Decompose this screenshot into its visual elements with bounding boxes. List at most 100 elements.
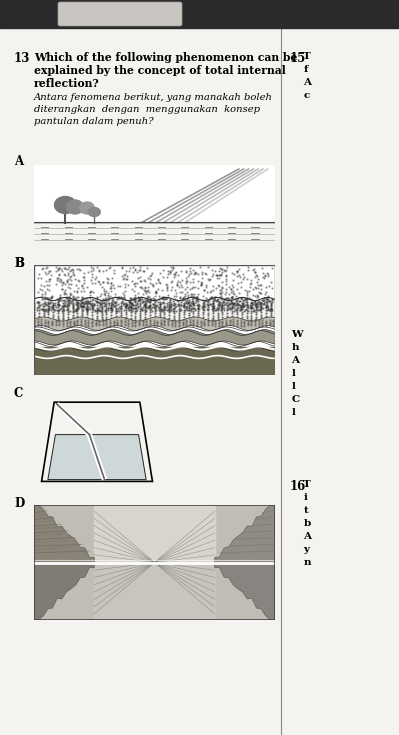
Point: [168, 264, 175, 276]
Point: [136, 264, 142, 276]
Point: [150, 295, 157, 306]
Point: [135, 294, 141, 306]
Point: [176, 302, 183, 314]
Point: [72, 304, 78, 316]
Point: [128, 305, 135, 317]
Point: [39, 284, 45, 295]
Point: [58, 263, 65, 275]
Point: [126, 300, 132, 312]
Point: [199, 266, 205, 278]
Point: [139, 265, 146, 277]
Point: [239, 293, 245, 305]
Point: [167, 268, 173, 279]
Point: [205, 315, 211, 326]
Point: [61, 288, 67, 300]
Point: [154, 320, 160, 332]
Point: [201, 315, 207, 326]
Point: [186, 306, 192, 318]
Point: [88, 262, 95, 273]
Point: [194, 319, 200, 331]
Point: [127, 320, 134, 331]
Point: [42, 266, 48, 278]
Point: [168, 314, 175, 326]
Point: [140, 265, 147, 276]
Point: [122, 304, 129, 315]
Point: [158, 304, 165, 316]
Point: [265, 268, 271, 279]
Point: [65, 313, 71, 325]
Point: [152, 303, 159, 315]
Point: [81, 298, 87, 309]
Point: [255, 304, 261, 316]
Point: [180, 315, 186, 326]
Point: [184, 275, 190, 287]
Point: [128, 284, 135, 295]
Point: [260, 301, 266, 313]
Point: [103, 319, 110, 331]
Point: [155, 297, 162, 309]
Point: [126, 298, 132, 309]
Point: [225, 299, 231, 311]
Point: [234, 318, 240, 330]
Point: [137, 301, 144, 312]
Point: [31, 315, 37, 327]
Point: [134, 298, 140, 310]
Point: [127, 306, 134, 318]
Point: [229, 300, 235, 312]
Point: [45, 301, 52, 312]
Point: [34, 296, 40, 308]
Point: [148, 303, 154, 315]
Point: [118, 318, 124, 330]
Point: [252, 295, 259, 307]
Point: [41, 318, 48, 329]
Point: [148, 269, 154, 281]
Point: [45, 293, 51, 304]
Point: [204, 298, 210, 310]
Point: [252, 282, 258, 293]
Point: [190, 292, 196, 304]
Point: [147, 315, 153, 326]
Point: [238, 301, 245, 312]
Point: [241, 319, 247, 331]
Point: [160, 291, 166, 303]
Point: [120, 287, 126, 299]
Point: [103, 313, 110, 325]
Point: [258, 287, 264, 299]
Point: [69, 315, 76, 326]
Point: [181, 314, 187, 326]
Point: [132, 264, 138, 276]
Point: [75, 303, 81, 315]
Point: [177, 291, 184, 303]
Point: [234, 265, 240, 277]
Point: [268, 312, 274, 323]
Point: [38, 279, 44, 291]
Point: [176, 303, 182, 315]
Point: [176, 304, 183, 316]
Point: [263, 293, 269, 305]
Point: [93, 296, 100, 308]
Point: [210, 304, 217, 315]
Point: [154, 318, 160, 329]
Point: [60, 315, 66, 327]
Point: [57, 303, 64, 315]
Point: [195, 303, 201, 315]
Point: [247, 278, 253, 290]
Point: [96, 318, 103, 329]
Point: [75, 296, 81, 308]
Point: [118, 309, 124, 321]
Point: [200, 320, 206, 331]
Point: [85, 314, 91, 326]
Point: [53, 318, 59, 329]
Point: [136, 294, 143, 306]
Point: [89, 270, 95, 282]
Point: [234, 295, 241, 306]
Point: [200, 309, 206, 320]
Point: [180, 293, 186, 305]
Point: [135, 301, 141, 312]
Point: [167, 293, 174, 305]
Point: [211, 294, 218, 306]
Point: [248, 318, 255, 330]
Point: [121, 270, 127, 282]
Point: [234, 266, 240, 278]
Point: [245, 292, 252, 304]
